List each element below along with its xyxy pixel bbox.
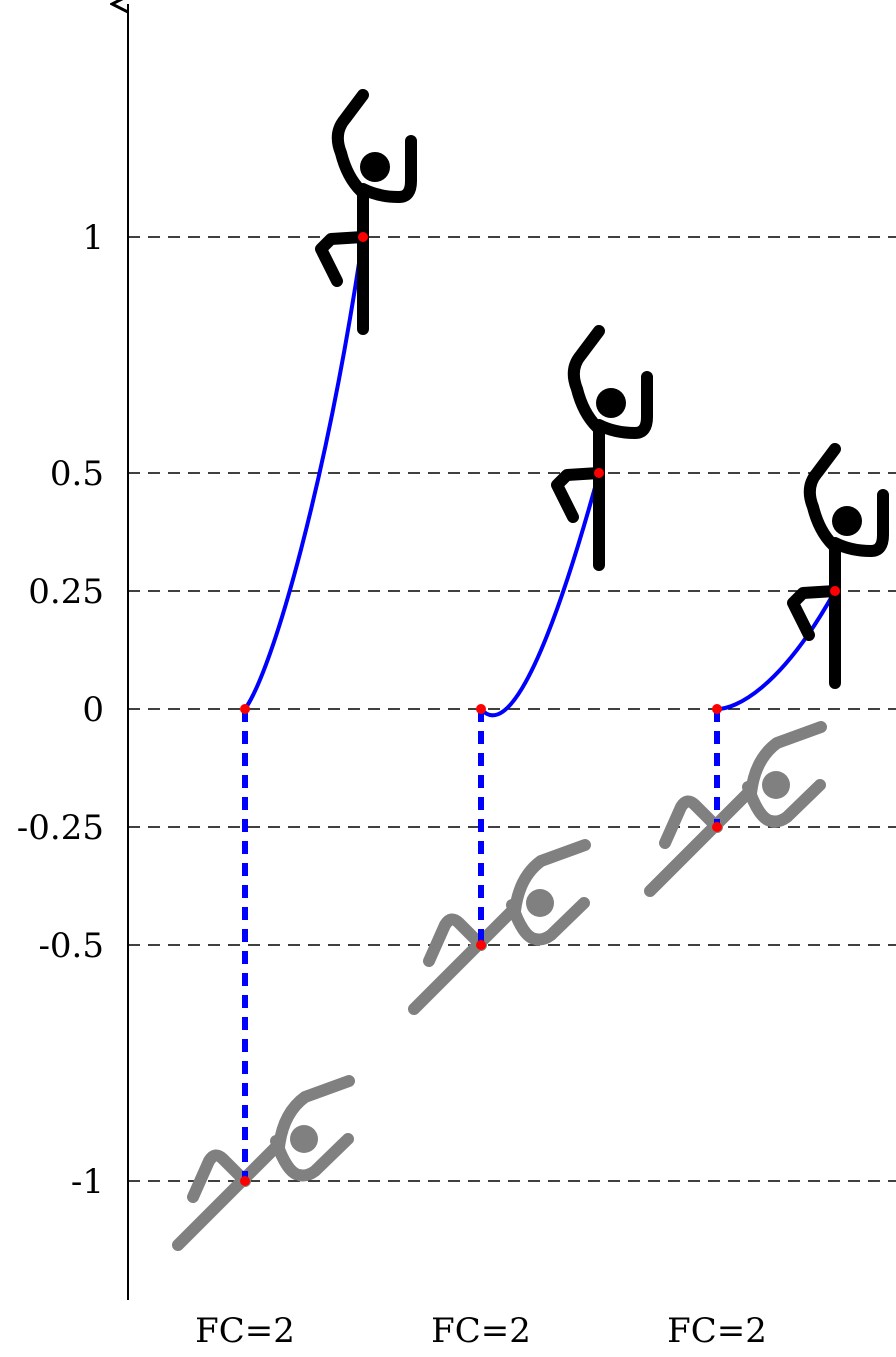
anchor-point: [476, 940, 486, 950]
rope-curve: [243, 236, 365, 711]
y-tick-label: 0: [82, 690, 104, 730]
anchor-point: [240, 704, 250, 714]
anchor-point: [240, 1176, 250, 1186]
anchor-point: [830, 586, 840, 596]
standing-stick-figure-icon: [551, 325, 653, 571]
y-tick-label: 0.5: [50, 454, 104, 494]
grid-layer: [128, 236, 896, 1182]
lying-stick-figure-icon: [172, 1075, 355, 1251]
y-tick-label: -0.25: [17, 808, 104, 848]
y-tick-label: -0.5: [38, 926, 104, 966]
lying-stick-figure-icon: [644, 721, 827, 897]
standing-stick-figure-icon: [315, 89, 417, 335]
anchor-point: [712, 822, 722, 832]
anchor-point: [594, 468, 604, 478]
fc-group-3: [644, 443, 889, 897]
y-tick-label: -1: [71, 1162, 104, 1202]
rope-curve: [479, 472, 601, 718]
fc-group-1: [172, 89, 417, 1251]
y-tick-label: 0.25: [28, 572, 104, 612]
fc-label: FC=2: [195, 1311, 295, 1351]
rope-curve: [716, 590, 837, 711]
anchor-point: [358, 232, 368, 242]
fc-label: FC=2: [667, 1311, 767, 1351]
y-tick-labels: 1 0.5 0.25 0 -0.25 -0.5 -1: [17, 218, 104, 1202]
fc-group-2: [408, 325, 653, 1015]
groups-layer: [172, 89, 889, 1251]
fc-labels: FC=2 FC=2 FC=2: [195, 1311, 767, 1351]
standing-stick-figure-icon: [787, 443, 889, 689]
y-tick-label: 1: [82, 218, 104, 258]
lying-stick-figure-icon: [408, 839, 591, 1015]
anchor-point: [712, 704, 722, 714]
anchor-point: [476, 704, 486, 714]
fc-label: FC=2: [431, 1311, 531, 1351]
